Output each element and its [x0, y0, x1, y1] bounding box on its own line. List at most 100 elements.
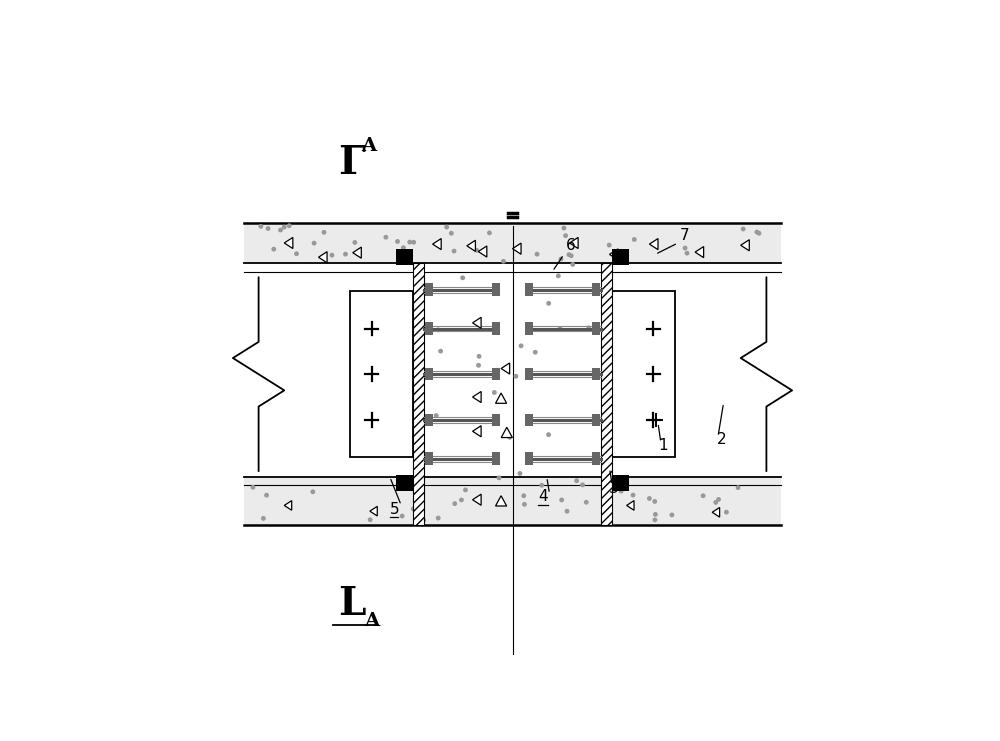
Bar [425, 368, 433, 380]
Bar [592, 284, 600, 296]
Circle shape [570, 254, 573, 257]
Circle shape [571, 263, 574, 266]
Circle shape [461, 276, 464, 279]
Bar [244, 223, 781, 263]
Text: 1: 1 [658, 437, 668, 453]
Circle shape [400, 514, 404, 518]
Bar [492, 413, 500, 426]
Circle shape [670, 514, 674, 516]
Circle shape [413, 499, 417, 502]
Polygon shape [649, 239, 658, 250]
Bar [525, 413, 533, 426]
Bar [492, 452, 500, 465]
Polygon shape [467, 240, 475, 251]
Circle shape [412, 507, 415, 511]
Bar [396, 249, 413, 265]
Circle shape [408, 240, 411, 244]
Circle shape [654, 513, 657, 516]
Circle shape [330, 253, 334, 257]
Circle shape [648, 496, 651, 500]
Text: 4: 4 [538, 490, 548, 505]
Circle shape [607, 243, 611, 247]
Polygon shape [501, 428, 512, 437]
Circle shape [562, 226, 566, 230]
Bar [425, 413, 433, 426]
Circle shape [460, 498, 463, 502]
Text: A: A [361, 137, 376, 155]
Circle shape [514, 374, 518, 378]
Circle shape [518, 472, 522, 475]
Circle shape [265, 494, 268, 497]
Bar [612, 291, 675, 457]
Circle shape [368, 518, 372, 522]
Bar [413, 263, 424, 525]
Circle shape [453, 502, 456, 505]
Text: L: L [338, 585, 366, 622]
Circle shape [540, 484, 543, 487]
Bar [425, 452, 433, 465]
Circle shape [547, 433, 550, 436]
Circle shape [714, 501, 717, 504]
Circle shape [725, 511, 728, 514]
Circle shape [565, 510, 569, 513]
Polygon shape [570, 237, 578, 248]
Text: Г: Г [338, 144, 365, 182]
Circle shape [450, 231, 453, 235]
Circle shape [452, 250, 456, 253]
Text: 2: 2 [717, 432, 726, 447]
Polygon shape [433, 239, 441, 250]
Circle shape [488, 231, 491, 235]
Circle shape [402, 246, 405, 250]
Circle shape [311, 490, 315, 494]
Circle shape [585, 500, 588, 504]
Circle shape [436, 516, 440, 519]
Circle shape [322, 230, 326, 234]
Circle shape [251, 485, 255, 489]
Circle shape [653, 499, 656, 503]
Circle shape [477, 355, 481, 358]
Polygon shape [473, 494, 481, 505]
Circle shape [353, 241, 357, 245]
Bar [601, 263, 612, 525]
Circle shape [266, 227, 270, 230]
Circle shape [494, 288, 497, 292]
Circle shape [259, 225, 263, 228]
Text: A: A [364, 611, 379, 630]
Polygon shape [319, 252, 327, 263]
Circle shape [408, 256, 412, 259]
Circle shape [564, 234, 567, 237]
Bar [492, 284, 500, 296]
Circle shape [262, 516, 265, 520]
Polygon shape [473, 391, 481, 402]
Circle shape [445, 225, 448, 229]
Circle shape [464, 488, 467, 491]
Circle shape [757, 231, 761, 235]
Circle shape [736, 486, 740, 489]
Circle shape [439, 350, 442, 353]
Circle shape [581, 483, 584, 487]
Circle shape [412, 241, 415, 244]
Circle shape [312, 242, 316, 245]
Circle shape [558, 327, 562, 330]
Text: 6: 6 [566, 238, 575, 253]
Circle shape [493, 391, 496, 394]
Polygon shape [609, 249, 618, 260]
Circle shape [534, 350, 537, 354]
Circle shape [535, 253, 539, 256]
Circle shape [567, 253, 571, 256]
Circle shape [435, 414, 438, 417]
Polygon shape [512, 243, 521, 254]
Polygon shape [741, 239, 749, 250]
Circle shape [633, 238, 636, 242]
Bar [525, 368, 533, 380]
Circle shape [384, 236, 388, 239]
Polygon shape [284, 237, 293, 248]
Circle shape [477, 364, 480, 367]
Circle shape [683, 246, 687, 250]
Circle shape [508, 436, 511, 439]
Circle shape [755, 230, 759, 233]
Circle shape [685, 251, 689, 255]
Circle shape [741, 227, 745, 230]
Circle shape [272, 247, 275, 251]
Polygon shape [695, 247, 704, 258]
